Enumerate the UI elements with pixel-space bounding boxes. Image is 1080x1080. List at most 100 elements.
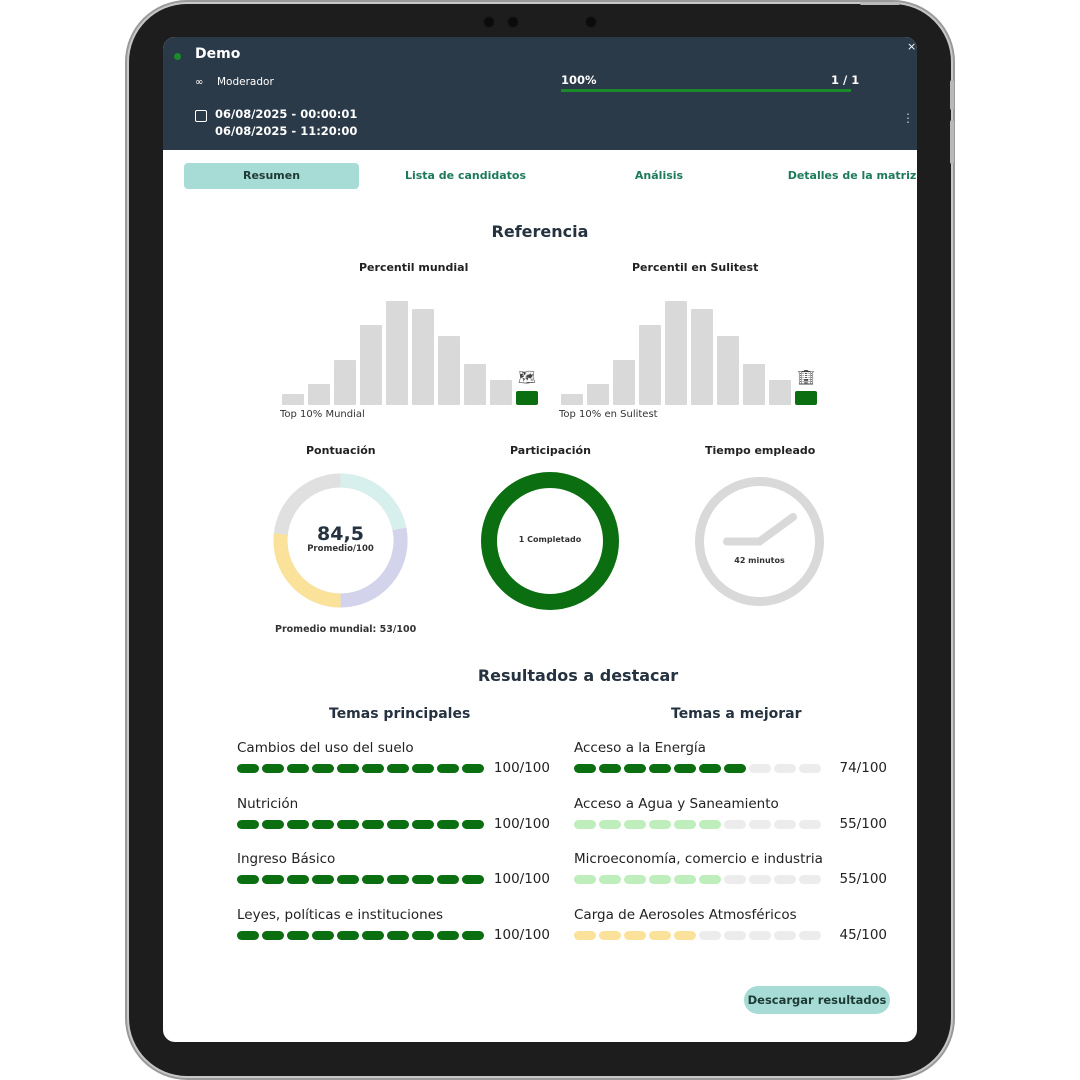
topic-name: Microeconomía, comercio e industria bbox=[574, 851, 823, 867]
histogram-bar bbox=[769, 380, 791, 405]
histogram-bar-highlight bbox=[795, 391, 817, 405]
time-label: 42 minutos bbox=[734, 556, 785, 565]
score-segment-filled bbox=[387, 819, 409, 829]
more-options-icon[interactable]: ⋮ bbox=[902, 111, 914, 125]
topic-name: Carga de Aerosoles Atmosféricos bbox=[574, 906, 797, 923]
app-screen: Demo ∞ Moderador 06/08/2025 - 00:00:01 0… bbox=[163, 37, 917, 1042]
histogram-bar bbox=[717, 336, 739, 405]
tab-detalles-matriz[interactable]: Detalles de la matriz bbox=[787, 169, 917, 182]
score-segment-empty bbox=[799, 930, 821, 940]
session-header: Demo ∞ Moderador 06/08/2025 - 00:00:01 0… bbox=[163, 37, 917, 150]
donut-segment-lavender bbox=[340, 527, 408, 608]
score-segment-filled bbox=[462, 764, 484, 773]
score-segment-filled bbox=[599, 819, 621, 829]
score-segment-filled bbox=[624, 930, 646, 940]
score-segment-filled bbox=[337, 819, 359, 829]
score-segment-filled bbox=[337, 764, 359, 773]
score-segment-empty bbox=[774, 764, 796, 773]
side-button bbox=[950, 120, 954, 164]
score-value: 84,5 bbox=[317, 523, 364, 545]
camera-dot bbox=[585, 16, 597, 28]
topic-score: 100/100 bbox=[493, 926, 550, 943]
session-title: Demo bbox=[195, 46, 241, 62]
score-segment-filled bbox=[387, 764, 409, 773]
histogram-bar bbox=[308, 384, 330, 405]
participation-label: 1 Completado bbox=[518, 535, 582, 544]
score-segment-empty bbox=[749, 764, 771, 773]
status-dot bbox=[174, 53, 181, 60]
score-segment-filled bbox=[649, 819, 671, 829]
top-button bbox=[860, 2, 900, 5]
sulitest-percentile-caption: Top 10% en Sulitest bbox=[559, 409, 658, 420]
score-segment-filled bbox=[599, 930, 621, 940]
score-segment-filled bbox=[312, 875, 334, 884]
world-percentile-title: Percentil mundial bbox=[359, 261, 469, 274]
tab-analisis[interactable]: Análisis bbox=[634, 169, 684, 182]
participation-ring bbox=[481, 472, 619, 610]
time-title: Tiempo empleado bbox=[705, 444, 816, 457]
score-segment-filled bbox=[599, 875, 621, 884]
score-segment-filled bbox=[574, 764, 596, 773]
score-caption: Promedio/100 bbox=[307, 544, 374, 554]
map-icon: 🗺︎ bbox=[518, 370, 536, 386]
score-segment-filled bbox=[262, 930, 284, 940]
histogram-bar bbox=[412, 309, 434, 405]
histogram-bar bbox=[386, 301, 408, 405]
score-segment-filled bbox=[412, 764, 434, 773]
tab-bar: Resumen Lista de candidatos Análisis Det… bbox=[163, 163, 917, 191]
topic-score: 45/100 bbox=[839, 926, 888, 943]
score-segment-empty bbox=[724, 819, 746, 829]
top-topics-title: Temas principales bbox=[329, 706, 471, 722]
glasses-icon: ∞ bbox=[195, 77, 204, 88]
tab-lista-candidatos[interactable]: Lista de candidatos bbox=[404, 169, 527, 182]
progress-bar bbox=[561, 89, 851, 92]
score-segment-filled bbox=[262, 875, 284, 884]
download-results-button[interactable]: Descargar resultados bbox=[744, 986, 890, 1014]
score-segment-filled bbox=[724, 764, 746, 773]
topic-score: 100/100 bbox=[493, 815, 550, 832]
role-label: Moderador bbox=[217, 76, 274, 88]
close-icon[interactable]: × bbox=[907, 40, 917, 53]
topic-name: Acceso a la Energía bbox=[574, 740, 706, 756]
participation-title: Participación bbox=[510, 444, 591, 457]
world-average: Promedio mundial: 53/100 bbox=[275, 624, 417, 635]
histogram-bar bbox=[665, 301, 687, 405]
score-segment-empty bbox=[749, 875, 771, 884]
histogram-bar-highlight bbox=[516, 391, 538, 405]
score-segment-filled bbox=[287, 819, 309, 829]
camera-dot bbox=[507, 16, 519, 28]
score-segment-filled bbox=[412, 930, 434, 940]
histogram-bar bbox=[438, 336, 460, 405]
score-title: Pontuación bbox=[306, 444, 376, 457]
score-segment-filled bbox=[674, 930, 696, 940]
donut-segment-yellow bbox=[273, 533, 341, 608]
score-segment-filled bbox=[574, 930, 596, 940]
section-title-referencia: Referencia bbox=[491, 222, 589, 241]
participation-ring-fill bbox=[481, 472, 619, 610]
histogram-bar bbox=[561, 394, 583, 405]
date-start: 06/08/2025 - 00:00:01 bbox=[215, 107, 358, 121]
progress-count: 1 / 1 bbox=[831, 73, 860, 87]
side-button bbox=[950, 80, 954, 110]
score-segment-filled bbox=[312, 764, 334, 773]
score-segment-filled bbox=[262, 764, 284, 773]
calendar-icon bbox=[195, 110, 207, 122]
histogram-bar bbox=[464, 364, 486, 405]
score-segment-empty bbox=[749, 819, 771, 829]
score-segment-filled bbox=[674, 875, 696, 884]
improve-topics-title: Temas a mejorar bbox=[671, 706, 802, 722]
topic-name: Ingreso Básico bbox=[237, 851, 336, 867]
topic-score: 100/100 bbox=[493, 760, 550, 776]
cut-off-row bbox=[237, 948, 537, 954]
topic-name: Leyes, políticas e instituciones bbox=[237, 906, 444, 923]
score-segment-filled bbox=[412, 875, 434, 884]
score-donut bbox=[273, 473, 408, 608]
score-segment-filled bbox=[437, 875, 459, 884]
score-segment-filled bbox=[362, 875, 384, 884]
score-segment-filled bbox=[412, 819, 434, 829]
score-segment-filled bbox=[237, 875, 259, 884]
score-segment-filled bbox=[649, 764, 671, 773]
score-segment-filled bbox=[699, 875, 721, 884]
score-segment-empty bbox=[774, 875, 796, 884]
tab-resumen[interactable]: Resumen bbox=[184, 163, 359, 189]
